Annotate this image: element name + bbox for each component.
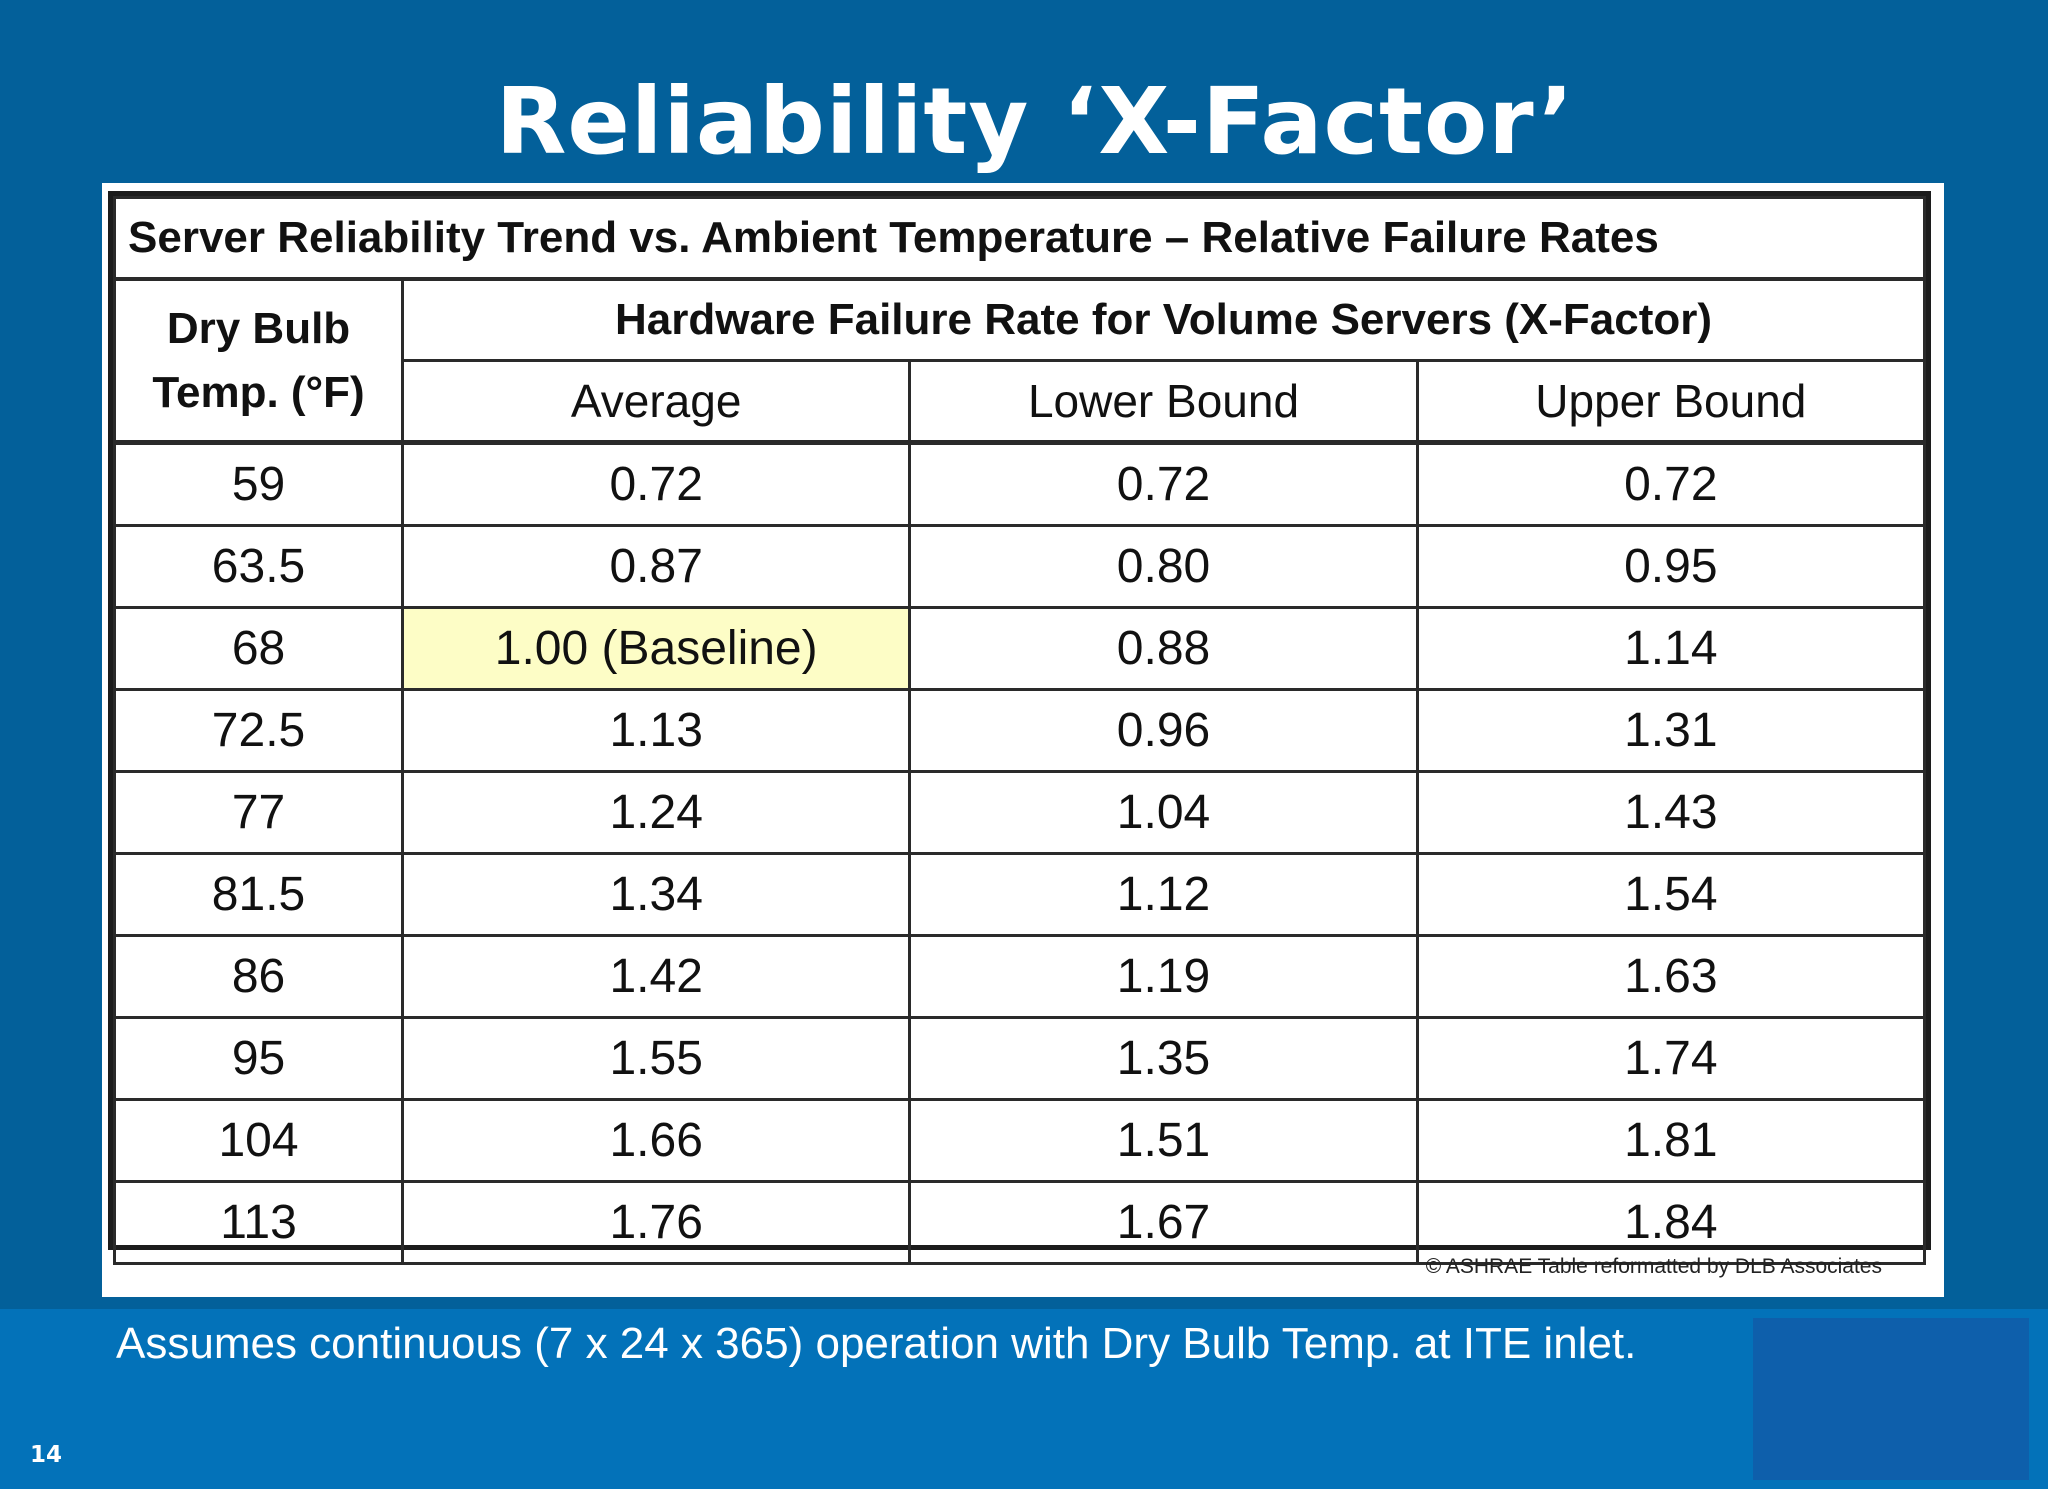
lower-bound-cell: 1.19 — [908, 934, 1419, 1019]
table-row: 68 1.00 (Baseline) 0.88 1.14 — [112, 606, 1927, 691]
upper-bound-cell: 1.54 — [1415, 852, 1927, 937]
temp-cell: 72.5 — [112, 688, 405, 773]
upper-bound-cell: 1.43 — [1415, 770, 1927, 855]
table-row: 113 1.76 1.67 1.84 — [112, 1180, 1927, 1265]
upper-bound-cell: 1.31 — [1415, 688, 1927, 773]
average-cell: 1.42 — [401, 934, 912, 1019]
average-cell: 0.87 — [401, 524, 912, 609]
temp-cell: 95 — [112, 1016, 405, 1101]
group-header-row: Dry Bulb Temp. (°F) Hardware Failure Rat… — [112, 277, 1926, 445]
table-row: 59 0.72 0.72 0.72 — [112, 441, 1927, 527]
bottom-band — [0, 1309, 2048, 1489]
table-row: 72.5 1.13 0.96 1.31 — [112, 688, 1927, 773]
average-cell: 0.72 — [401, 441, 912, 527]
table-row: 63.5 0.87 0.80 0.95 — [112, 524, 1927, 609]
column-header-lower-bound: Lower Bound — [908, 359, 1419, 445]
upper-bound-cell: 1.63 — [1415, 934, 1927, 1019]
average-cell: 1.66 — [401, 1098, 912, 1183]
table-row: 81.5 1.34 1.12 1.54 — [112, 852, 1927, 937]
temp-header-line1: Dry Bulb — [166, 303, 351, 353]
lower-bound-cell: 0.88 — [908, 606, 1419, 691]
average-cell: 1.34 — [401, 852, 912, 937]
upper-bound-cell: 1.84 — [1415, 1180, 1927, 1265]
temp-cell: 104 — [112, 1098, 405, 1183]
temp-cell: 63.5 — [112, 524, 405, 609]
average-cell: 1.24 — [401, 770, 912, 855]
table-row: 95 1.55 1.35 1.74 — [112, 1016, 1927, 1101]
lower-bound-cell: 1.12 — [908, 852, 1419, 937]
table-row: 77 1.24 1.04 1.43 — [112, 770, 1927, 855]
slide-title: Reliability ‘X-Factor’ — [495, 68, 1575, 175]
baseline-average-cell: 1.00 (Baseline) — [401, 606, 912, 691]
lower-bound-cell: 1.04 — [908, 770, 1419, 855]
temp-cell: 81.5 — [112, 852, 405, 937]
temp-cell: 113 — [112, 1180, 405, 1265]
upper-bound-cell: 1.74 — [1415, 1016, 1927, 1101]
lower-bound-cell: 0.72 — [908, 441, 1419, 527]
lower-bound-cell: 1.67 — [908, 1180, 1419, 1265]
lower-bound-cell: 0.96 — [908, 688, 1419, 773]
column-header-upper-bound: Upper Bound — [1415, 359, 1927, 445]
temp-cell: 68 — [112, 606, 405, 691]
corner-box — [1753, 1318, 2029, 1480]
page-number: 14 — [30, 1442, 63, 1468]
failure-rate-group-header: Hardware Failure Rate for Volume Servers… — [401, 277, 1926, 362]
temp-header-line2: Temp. (°F) — [152, 367, 365, 417]
table-caption: Server Reliability Trend vs. Ambient Tem… — [113, 196, 1926, 281]
table-panel: Server Reliability Trend vs. Ambient Tem… — [102, 183, 1944, 1297]
temp-cell: 86 — [112, 934, 405, 1019]
upper-bound-cell: 0.95 — [1415, 524, 1927, 609]
x-factor-table-frame: Server Reliability Trend vs. Ambient Tem… — [108, 191, 1931, 1265]
upper-bound-cell: 0.72 — [1415, 441, 1927, 527]
temp-column-header: Dry Bulb Temp. (°F) — [112, 277, 405, 445]
upper-bound-cell: 1.81 — [1415, 1098, 1927, 1183]
temp-cell: 77 — [112, 770, 405, 855]
lower-bound-cell: 1.51 — [908, 1098, 1419, 1183]
lower-bound-cell: 1.35 — [908, 1016, 1419, 1101]
average-cell: 1.76 — [401, 1180, 912, 1265]
source-credit: © ASHRAE Table reformatted by DLB Associ… — [1425, 1255, 1882, 1278]
average-cell: 1.55 — [401, 1016, 912, 1101]
column-header-average: Average — [401, 359, 912, 445]
average-cell: 1.13 — [401, 688, 912, 773]
x-factor-table: Server Reliability Trend vs. Ambient Tem… — [112, 196, 1927, 1265]
sub-header-row: Average Lower Bound Upper Bound — [115, 359, 1927, 445]
upper-bound-cell: 1.14 — [1415, 606, 1927, 691]
lower-bound-cell: 0.80 — [908, 524, 1419, 609]
temp-cell: 59 — [112, 441, 405, 527]
table-caption-row: Server Reliability Trend vs. Ambient Tem… — [113, 196, 1926, 281]
table-row: 104 1.66 1.51 1.81 — [112, 1098, 1927, 1183]
footnote: Assumes continuous (7 x 24 x 365) operat… — [116, 1319, 1637, 1368]
table-row: 86 1.42 1.19 1.63 — [112, 934, 1927, 1019]
